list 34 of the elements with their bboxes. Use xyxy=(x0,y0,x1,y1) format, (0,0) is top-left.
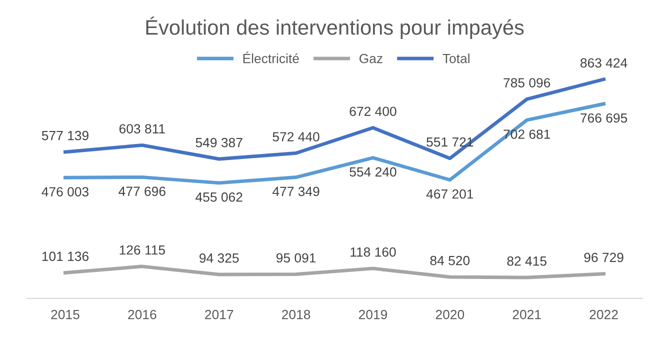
x-tick-label: 2016 xyxy=(128,310,156,320)
data-label: 863 424 xyxy=(580,58,628,68)
x-tick-label: 2015 xyxy=(51,310,80,320)
x-tick-label: 2019 xyxy=(358,310,388,320)
data-label: 603 811 xyxy=(119,124,165,134)
data-label: 549 387 xyxy=(196,138,242,148)
data-label: 84 520 xyxy=(430,256,470,266)
data-label: 82 415 xyxy=(507,256,546,266)
x-tick-label: 2017 xyxy=(205,310,234,320)
data-label: 455 062 xyxy=(196,192,242,202)
data-label: 95 091 xyxy=(276,253,316,263)
data-label: 554 240 xyxy=(350,167,396,177)
data-label: 96 729 xyxy=(584,252,624,262)
x-tick-label: 2020 xyxy=(436,310,464,320)
chart-title: Évolution des interventions pour impayés xyxy=(146,16,524,39)
data-label: 766 695 xyxy=(580,113,628,123)
data-label: 94 325 xyxy=(200,253,239,263)
data-label: 572 440 xyxy=(272,132,320,142)
data-label: 477 696 xyxy=(118,186,166,196)
data-label: 467 201 xyxy=(426,189,474,199)
data-label: 477 349 xyxy=(272,186,320,196)
x-tick-label: 2022 xyxy=(590,310,618,320)
data-label: 476 003 xyxy=(42,187,88,196)
x-tick-label: 2018 xyxy=(282,310,310,320)
data-label: 785 096 xyxy=(504,78,550,88)
legend-label: Total xyxy=(442,54,470,64)
data-label: 118 160 xyxy=(350,247,396,257)
legend-label: Gaz xyxy=(360,54,382,64)
legend-label: Électricité xyxy=(243,52,299,64)
data-label: 101 136 xyxy=(42,252,88,262)
data-label: 126 115 xyxy=(120,245,165,255)
x-tick-label: 2021 xyxy=(512,310,541,320)
data-label: 577 139 xyxy=(42,130,88,140)
data-label: 672 400 xyxy=(350,106,396,116)
